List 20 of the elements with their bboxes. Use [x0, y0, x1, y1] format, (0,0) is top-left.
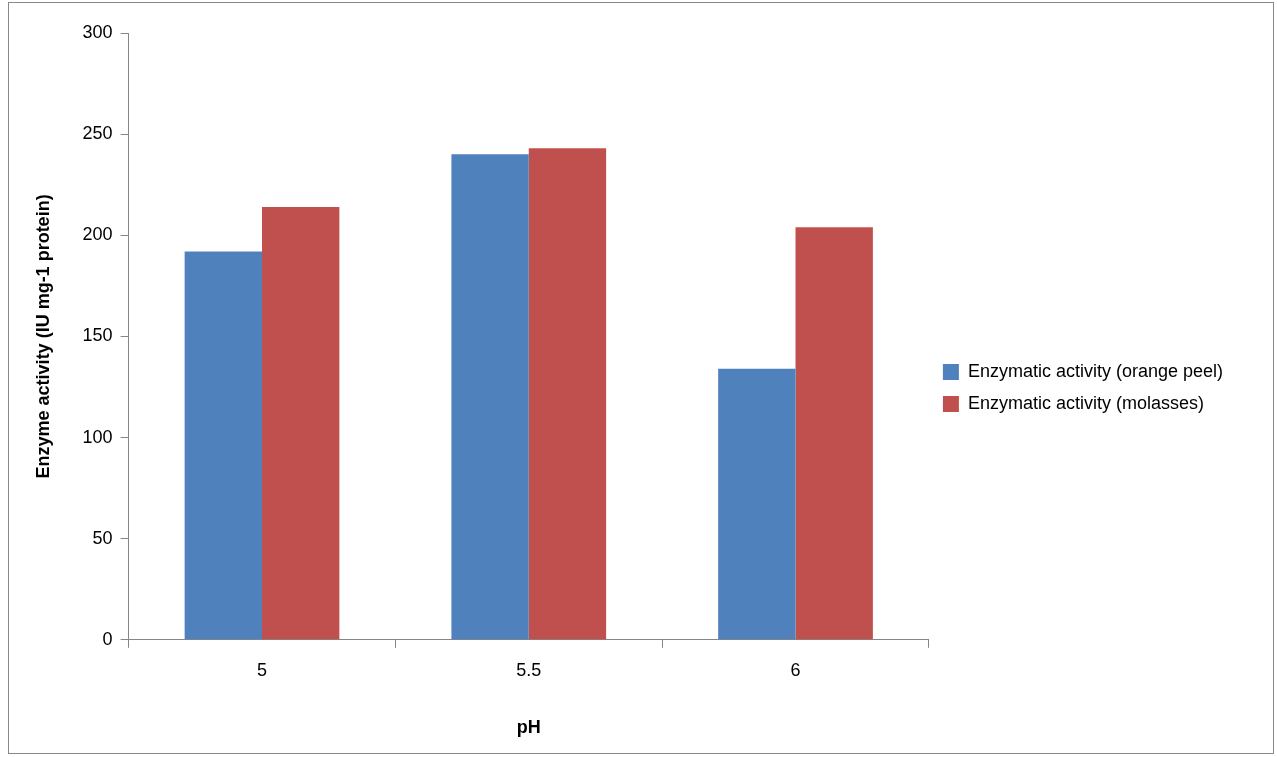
bar [184, 251, 263, 640]
y-tick-label: 250 [82, 123, 113, 144]
x-axis-title: pH [516, 717, 541, 738]
bar [795, 227, 873, 640]
y-tick-label: 100 [82, 426, 113, 447]
legend-label: Enzymatic activity (molasses) [967, 392, 1204, 413]
y-tick-label: 200 [82, 224, 113, 245]
bar [718, 368, 796, 640]
y-tick-label: 300 [82, 21, 113, 42]
legend-label: Enzymatic activity (orange peel) [967, 360, 1224, 381]
y-tick-label: 50 [92, 527, 113, 548]
x-tick-label: 6 [790, 659, 801, 680]
bar [528, 148, 607, 640]
x-tick-label: 5.5 [516, 659, 542, 680]
bar [262, 206, 340, 640]
y-tick-label: 0 [102, 628, 113, 649]
x-tick-label: 5 [257, 659, 268, 680]
bar [451, 154, 529, 640]
y-tick-label: 150 [82, 325, 113, 346]
y-axis-title: Enzyme activity (IU mg-1 protein) [32, 194, 53, 479]
